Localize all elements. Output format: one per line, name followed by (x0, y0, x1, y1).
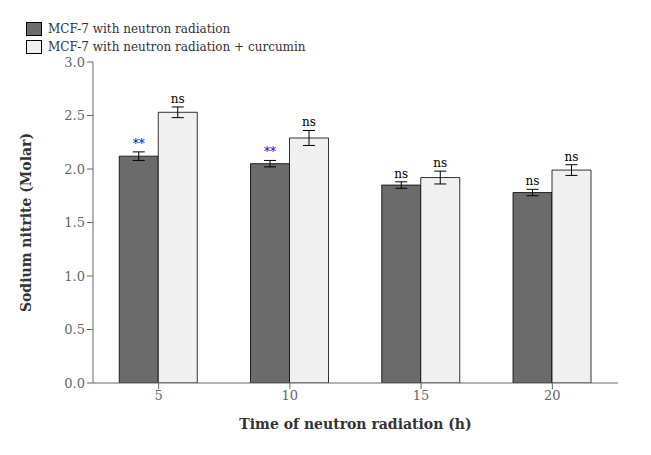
svg-text:ns: ns (171, 92, 185, 106)
svg-text:**: ** (133, 137, 145, 151)
svg-text:ns: ns (302, 115, 316, 129)
svg-text:15: 15 (413, 388, 430, 403)
svg-text:ns: ns (526, 174, 540, 188)
svg-text:0.0: 0.0 (64, 376, 85, 391)
svg-text:10: 10 (282, 388, 299, 403)
svg-text:5: 5 (154, 388, 162, 403)
html-text:MCF-7 with neutron radiation +: MCF-7 with neutron radiation + curcumin (48, 40, 306, 54)
html-text:MCF-7 with neutron radiation: MCF-7 with neutron radiation (48, 22, 231, 36)
svg-text:2.5: 2.5 (64, 108, 85, 123)
svg-text:0.5: 0.5 (64, 322, 85, 337)
svg-text:Time of neutron radiation (h): Time of neutron radiation (h) (239, 416, 471, 432)
svg-text:ns: ns (394, 167, 408, 181)
svg-text:ns: ns (433, 156, 447, 170)
svg-text:1.0: 1.0 (64, 269, 85, 284)
svg-text:Sodium nitrite (Molar): Sodium nitrite (Molar) (18, 133, 34, 312)
svg-text:2.0: 2.0 (64, 162, 85, 177)
svg-text:1.5: 1.5 (64, 215, 85, 230)
svg-text:**: ** (264, 145, 276, 159)
svg-text:ns: ns (565, 150, 579, 164)
svg-text:20: 20 (544, 388, 561, 403)
svg-text:3.0: 3.0 (64, 55, 85, 70)
